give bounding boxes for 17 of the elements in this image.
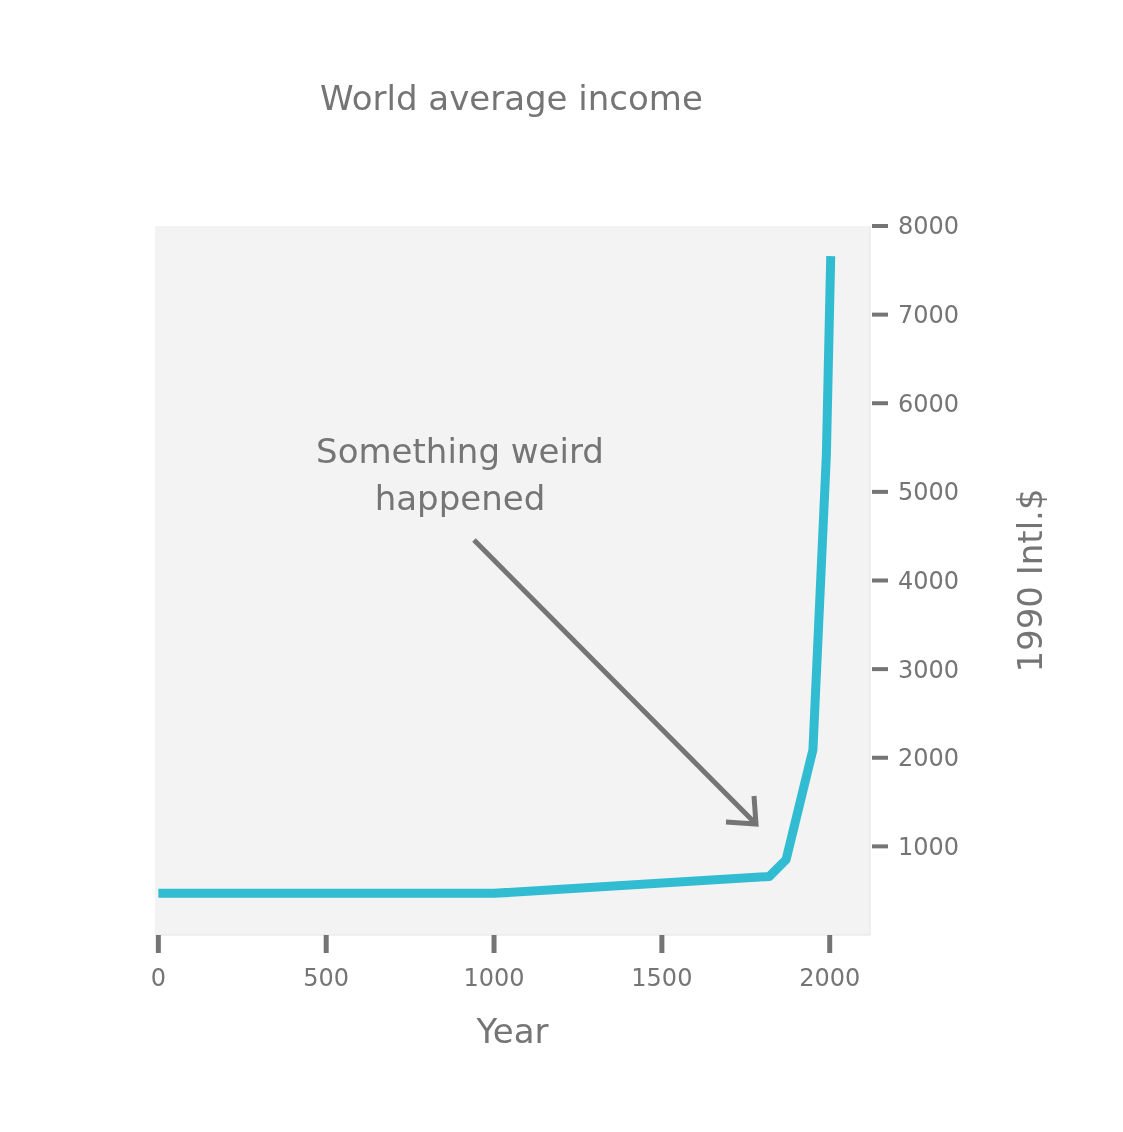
x-tick-label: 500	[303, 964, 350, 993]
y-tick-label: 2000	[898, 744, 960, 773]
y-tick-label: 5000	[898, 478, 960, 507]
y-axis-title: 1990 Intl.$	[1010, 488, 1051, 673]
x-axis-title: Year	[475, 1011, 549, 1051]
x-tick-label: 0	[150, 964, 166, 993]
y-tick-label: 1000	[898, 832, 960, 861]
chart-title: World average income	[319, 78, 704, 118]
y-tick-label: 4000	[898, 566, 960, 595]
x-tick-label: 1000	[463, 964, 525, 993]
x-tick-label: 2000	[799, 964, 861, 993]
y-tick-label: 6000	[898, 389, 960, 418]
y-tick-label: 7000	[898, 301, 960, 330]
y-tick-label: 3000	[898, 655, 960, 684]
x-tick-label: 1500	[631, 964, 693, 993]
y-tick-label: 8000	[898, 212, 960, 241]
annotation: Something weird happened	[315, 430, 605, 520]
